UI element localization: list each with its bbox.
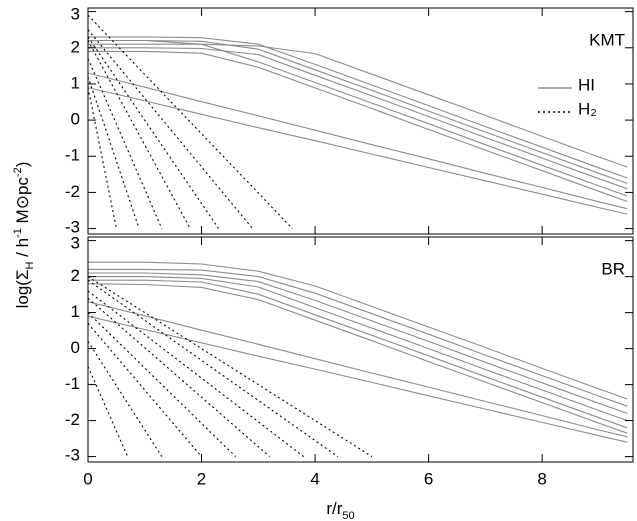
- plot-area: [88, 261, 628, 458]
- x-tick-label: 2: [197, 469, 206, 488]
- h2-line: [88, 29, 254, 229]
- label-part: -2: [12, 167, 24, 177]
- y-tick-label: 3: [71, 233, 80, 252]
- h2-line: [88, 14, 293, 229]
- hi-line: [88, 276, 628, 422]
- y-tick-label: 0: [71, 110, 80, 129]
- hi-line: [88, 47, 628, 190]
- frame: [87, 236, 634, 463]
- label-part: -1: [12, 228, 24, 238]
- hi-line: [88, 315, 628, 443]
- label-part: M⊙pc: [13, 177, 32, 229]
- label-part: 50: [342, 510, 354, 521]
- hi-line: [88, 39, 628, 184]
- hi-line: [88, 272, 628, 414]
- label-part: log(Σ: [13, 270, 32, 309]
- x-tick-label: 0: [83, 469, 92, 488]
- y-tick-label: 1: [71, 302, 80, 321]
- label-part: r/r: [326, 499, 342, 518]
- frame: [87, 7, 634, 235]
- y-tick-label: -2: [65, 182, 80, 201]
- hi-line: [88, 39, 628, 197]
- h2-line: [88, 323, 202, 457]
- h2-line: [88, 290, 305, 458]
- label-part: H: [24, 262, 36, 270]
- y-tick-label: 2: [71, 37, 80, 56]
- h2-line: [88, 279, 339, 458]
- y-tick-label: 0: [71, 338, 80, 357]
- y-tick-label: -2: [65, 410, 80, 429]
- y-tick-label: 2: [71, 266, 80, 285]
- hi-line: [88, 283, 628, 434]
- label-part: / h: [13, 238, 32, 262]
- h2-line: [88, 297, 271, 458]
- hi-line: [88, 279, 628, 429]
- hi-line: [88, 87, 628, 215]
- h2-line: [88, 341, 163, 457]
- hi-line: [88, 36, 628, 179]
- hi-line: [88, 72, 628, 210]
- x-tick-label: 4: [310, 469, 319, 488]
- h2-line: [88, 87, 117, 229]
- legend-label: H₂: [578, 99, 597, 118]
- y-tick-label: 1: [71, 73, 80, 92]
- h2-line: [88, 36, 220, 229]
- y-tick-label: -3: [65, 217, 80, 236]
- panel-label: BR: [601, 259, 625, 278]
- h2-line: [88, 40, 191, 229]
- x-tick-label: 8: [537, 469, 546, 488]
- y-tick-label: -1: [65, 374, 80, 393]
- label-part: ): [13, 162, 32, 168]
- panel-label: KMT: [589, 30, 625, 49]
- h2-line: [88, 58, 163, 229]
- legend-label: HI: [578, 75, 595, 94]
- hi-line: [88, 268, 628, 407]
- y-axis-label: log(ΣH / h-1 M⊙pc-2): [12, 162, 36, 309]
- x-tick-label: 6: [424, 469, 433, 488]
- hi-line: [88, 301, 628, 438]
- x-axis-label: r/r50: [326, 499, 354, 521]
- y-tick-label: -1: [65, 146, 80, 165]
- y-tick-label: -3: [65, 445, 80, 464]
- y-tick-label: 3: [71, 4, 80, 23]
- plot-area: [88, 14, 628, 229]
- h2-line: [88, 276, 373, 458]
- h2-line: [88, 76, 140, 229]
- hi-line: [88, 50, 628, 203]
- h2-line: [88, 312, 236, 457]
- hi-line: [88, 261, 628, 400]
- hi-line: [88, 43, 628, 168]
- h2-line: [88, 366, 129, 457]
